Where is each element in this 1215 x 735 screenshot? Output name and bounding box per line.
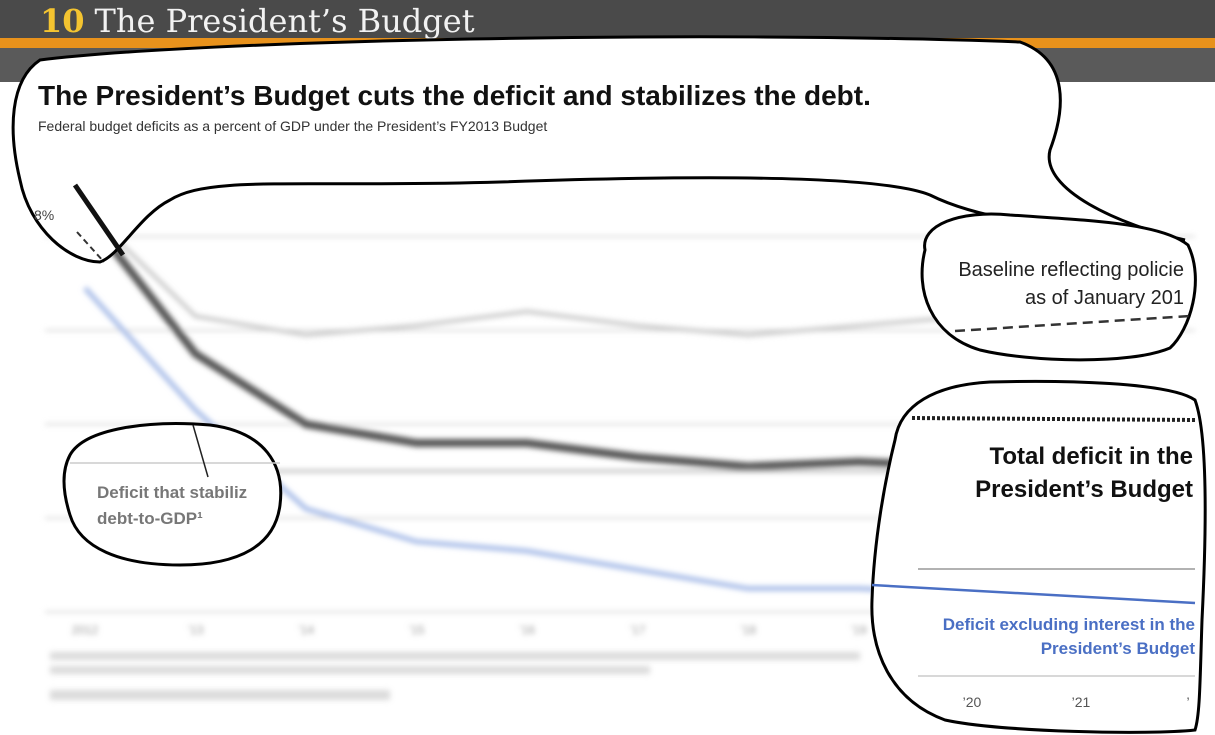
x-tick-label-blurred: 2012 [72,623,99,637]
baseline-label: Baseline reflecting policie as of Januar… [958,256,1184,312]
section-title-text: The President’s Budget [94,2,475,40]
x-tick-label: ’20 [963,694,982,710]
stabilize-pointer-line [192,424,209,478]
footnote-blurred-2 [50,666,650,674]
total-label-line1: Total deficit in the [989,443,1193,470]
x-tick-label-blurred: ’15 [408,623,424,637]
stab-label-line2: debt-to-GDP¹ [97,509,203,528]
x-tick-label-blurred: ’14 [298,623,314,637]
section-number: 10 [40,2,85,40]
stabilize-label: Deficit that stabiliz debt-to-GDP¹ [97,480,247,532]
stabilize-label-clip: Deficit that stabiliz debt-to-GDP¹ [95,478,285,538]
total-dotted-segment [911,416,1196,422]
baseline-dashed-segment [954,314,1191,333]
baseline-highlight-outline [920,212,1197,362]
x-tick-label-blurred: ’18 [740,623,756,637]
baseline-label-line2: as of January 201 [1025,287,1184,309]
excl-interest-segment [871,583,1196,605]
source-blurred [50,690,390,700]
chart-subtitle: Federal budget deficits as a percent of … [38,118,548,134]
total-deficit-label: Total deficit in the President’s Budget [975,440,1193,506]
footnote-blurred [50,652,860,660]
x-tick-label: ’ [1186,694,1189,710]
excl-interest-label: Deficit excluding interest in the Presid… [943,613,1195,661]
x-tick-label-blurred: ’13 [187,623,203,637]
x-tick-label-blurred: ’16 [519,623,535,637]
total-highlight-outline [870,379,1207,734]
baseline-start-line [76,231,105,263]
excl-label-line1: Deficit excluding interest in the [942,615,1195,634]
baseline-label-clip: Baseline reflecting policie as of Januar… [918,252,1188,312]
x-tick-label: ’21 [1072,694,1091,710]
x-tick-label-blurred: ’19 [850,623,866,637]
stabilize-highlight-outline [62,422,283,567]
chart-title: The President’s Budget cuts the deficit … [38,80,871,111]
y-tick-label: 8% [34,207,54,223]
excl-label-line2: President’s Budget [1040,639,1195,658]
baseline-label-line1: Baseline reflecting policie [958,259,1184,281]
stab-label-line1: Deficit that stabiliz [97,483,248,502]
total-start-line [72,183,126,257]
x-tick-label-blurred: ’17 [629,623,645,637]
section-title: 10 The President’s Budget [40,2,475,40]
total-label-line2: President’s Budget [975,476,1193,503]
top-header-bar [0,0,1215,38]
